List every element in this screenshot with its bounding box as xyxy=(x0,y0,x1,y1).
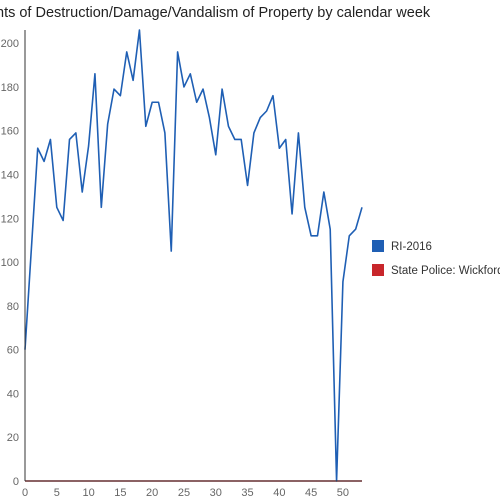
y-tick-label: 180 xyxy=(1,82,19,94)
x-axis-ticks: 0 5 10 15 20 25 30 35 40 45 50 xyxy=(22,487,349,499)
x-tick-label: 45 xyxy=(305,487,317,499)
y-tick-label: 140 xyxy=(1,169,19,181)
legend-swatch xyxy=(372,240,384,252)
legend-label: State Police: Wickford xyxy=(391,265,500,277)
y-tick-label: 40 xyxy=(7,388,19,400)
y-tick-label: 120 xyxy=(1,213,19,225)
series-line xyxy=(24,29,363,482)
x-tick-label: 15 xyxy=(114,487,126,499)
y-axis-ticks: 0 20 40 60 80 100 120 140 160 180 200 xyxy=(1,38,19,488)
x-tick-label: 40 xyxy=(273,487,285,499)
y-tick-label: 100 xyxy=(1,257,19,269)
x-tick-label: 20 xyxy=(146,487,158,499)
x-tick-label: 10 xyxy=(82,487,94,499)
x-tick-label: 25 xyxy=(178,487,190,499)
chart-title: nts of Destruction/Damage/Vandalism of P… xyxy=(0,5,431,21)
x-tick-label: 5 xyxy=(54,487,60,499)
legend: RI-2016 State Police: Wickford xyxy=(372,240,500,277)
y-tick-label: 60 xyxy=(7,345,19,357)
x-tick-label: 30 xyxy=(210,487,222,499)
legend-swatch xyxy=(372,264,384,276)
y-tick-label: 20 xyxy=(7,432,19,444)
y-tick-label: 200 xyxy=(1,38,19,50)
x-tick-label: 35 xyxy=(241,487,253,499)
y-tick-label: 160 xyxy=(1,126,19,138)
x-tick-label: 0 xyxy=(22,487,28,499)
x-tick-label: 50 xyxy=(337,487,349,499)
series-layer xyxy=(24,29,363,482)
y-tick-label: 80 xyxy=(7,301,19,313)
legend-label: RI-2016 xyxy=(391,241,432,253)
y-tick-label: 0 xyxy=(13,476,19,488)
